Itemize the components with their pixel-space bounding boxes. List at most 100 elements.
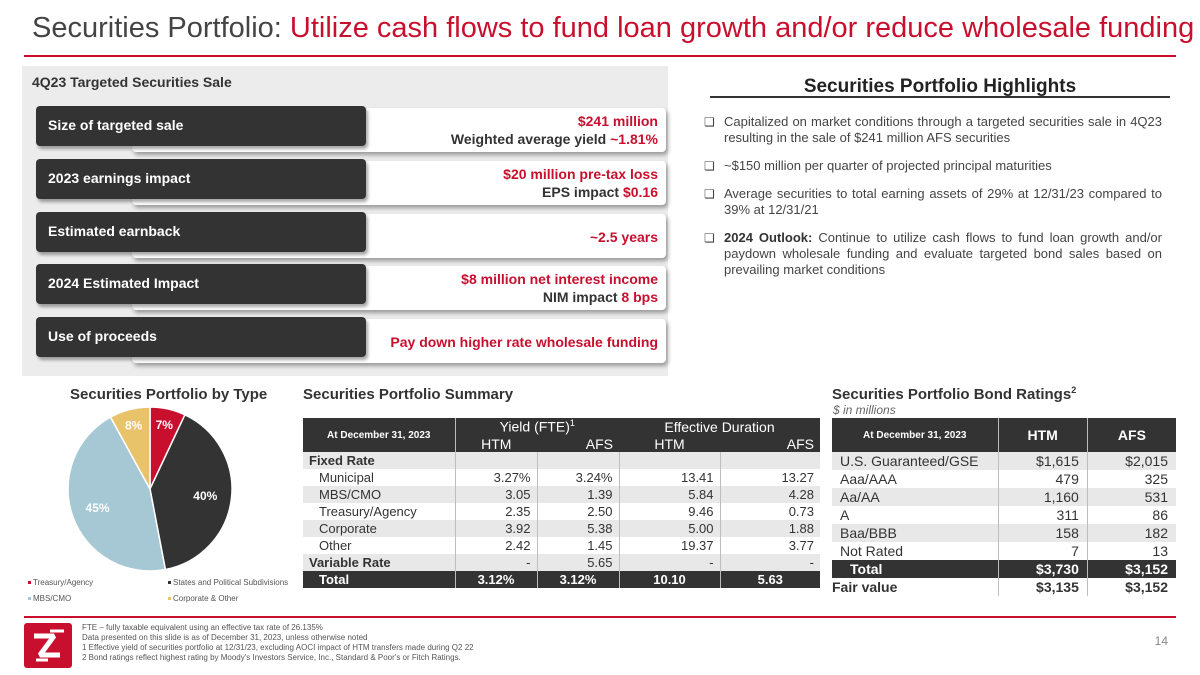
- title-main: Securities Portfolio:: [32, 12, 290, 44]
- ratings-col-header: AFS: [1087, 418, 1176, 452]
- summary-cell: 3.27%: [455, 469, 538, 486]
- legend-label: Treasury/Agency: [33, 578, 94, 587]
- highlight-text: Continue to utilize cash flows to fund l…: [724, 230, 1162, 277]
- yield-group-label: Yield (FTE): [499, 418, 570, 435]
- ratings-cell: $3,152: [1087, 578, 1176, 596]
- ratings-cell: 13: [1152, 543, 1168, 559]
- summary-cell: [455, 452, 538, 469]
- sale-value-line1: ~2.5 years: [590, 228, 658, 246]
- sale-label-pill: 2023 earnings impact: [36, 159, 366, 199]
- ratings-cell: 182: [1087, 524, 1176, 542]
- company-logo: [24, 623, 72, 668]
- ratings-row-label: Aaa/AAA: [832, 470, 999, 488]
- legend-swatch: [28, 597, 31, 601]
- summary-cell: 13.41: [619, 469, 721, 486]
- ratings-row-label: Baa/BBB: [832, 524, 999, 542]
- summary-cell: 13.27: [781, 470, 814, 485]
- summary-cell: 0.73: [788, 504, 814, 519]
- ratings-cell: $1,615: [998, 452, 1088, 470]
- ratings-row-label: Total: [832, 560, 999, 578]
- pie-chart-title: Securities Portfolio by Type: [70, 386, 268, 403]
- summary-cell: 3.12%: [455, 571, 538, 588]
- summary-title: Securities Portfolio Summary: [303, 386, 514, 403]
- footer-rule: [24, 616, 1176, 618]
- pie-slice-label: 45%: [86, 501, 110, 515]
- summary-row: MBS/CMO 3.05 1.39 5.84 4.28: [303, 486, 820, 503]
- page-number: 14: [1154, 634, 1168, 648]
- highlight-item: ❏ Capitalized on market conditions throug…: [704, 114, 1162, 146]
- summary-row: Other 2.42 1.45 19.37 3.77: [303, 537, 820, 554]
- ratings-row: Total $3,730 $3,152: [832, 560, 1176, 578]
- ratings-cell: 325: [1144, 471, 1168, 487]
- sale-value-metric: 8 bps: [621, 289, 658, 305]
- sale-value-line1: $20 million pre-tax loss: [503, 165, 658, 183]
- sale-value-line1: Pay down higher rate wholesale funding: [390, 333, 658, 351]
- summary-cell: 10.10: [619, 571, 721, 588]
- ratings-table: At December 31, 2023 HTM AFS U.S. Guarantee…: [832, 418, 1176, 596]
- sale-value-line2: Weighted average yield ~1.81%: [451, 130, 658, 148]
- summary-row-label: Corporate: [303, 520, 456, 537]
- ratings-cell: 86: [1152, 507, 1168, 523]
- slide-title: Securities Portfolio: Utilize cash flows…: [32, 12, 1194, 45]
- checkbox-bullet-icon: ❏: [704, 231, 715, 245]
- summary-cell: 9.46: [619, 503, 721, 520]
- summary-cell: 5.65: [537, 554, 620, 571]
- ratings-title: Securities Portfolio Bond Ratings2: [832, 385, 1076, 403]
- sale-row: Use of proceeds Pay down higher rate whol…: [36, 317, 670, 363]
- summary-row-label: Other: [303, 537, 456, 554]
- legend-item: Treasury/Agency: [28, 578, 93, 587]
- summary-cell: 3.24%: [537, 469, 620, 486]
- sale-value-line1: $241 million: [451, 112, 658, 130]
- summary-cell: [537, 452, 620, 469]
- summary-cell: 5.00: [619, 520, 721, 537]
- summary-cell: [720, 452, 820, 469]
- summary-row-label: Variable Rate: [303, 554, 456, 571]
- checkbox-bullet-icon: ❏: [704, 115, 715, 129]
- sale-value-line2: NIM impact 8 bps: [461, 288, 658, 306]
- legend-label: MBS/CMO: [33, 594, 72, 603]
- summary-row-label: Fixed Rate: [303, 452, 456, 469]
- footnote: FTE – fully taxable equivalent using an …: [82, 623, 323, 632]
- targeted-sale-panel: 4Q23 Targeted Securities Sale Size of ta…: [22, 66, 668, 376]
- summary-cell: -: [720, 554, 820, 571]
- pie-slice: [109, 406, 151, 490]
- ratings-row-label: U.S. Guaranteed/GSE: [832, 452, 999, 470]
- footnote: 1 Effective yield of securities portfoli…: [82, 643, 474, 652]
- ratings-row: Fair value $3,135 $3,152: [832, 578, 1176, 596]
- legend-swatch: [168, 597, 171, 601]
- ratings-title-sup: 2: [1071, 385, 1077, 395]
- summary-cell: 1.88: [720, 520, 820, 537]
- summary-subheader: HTM: [619, 435, 721, 452]
- highlight-lead: 2024 Outlook:: [724, 230, 819, 245]
- summary-row: Total 3.12% 3.12% 10.10 5.63: [303, 571, 820, 588]
- summary-subheader: AFS: [537, 435, 619, 452]
- pie-slice: [149, 413, 233, 571]
- summary-cell: 2.50: [537, 503, 620, 520]
- sale-label-pill: 2024 Estimated Impact: [36, 264, 366, 304]
- ratings-row: Baa/BBB 158 182: [832, 524, 1176, 542]
- summary-cell: 5.84: [619, 486, 721, 503]
- summary-cell: 1.45: [537, 537, 620, 554]
- summary-row-label: MBS/CMO: [303, 486, 456, 503]
- pie-slice-label: 7%: [156, 418, 174, 432]
- ratings-row-label: Aa/AA: [832, 488, 999, 506]
- summary-cell: 3.92: [455, 520, 538, 537]
- sale-value-line1: $8 million net interest income: [461, 270, 658, 288]
- ratings-cell: $3,135: [998, 578, 1088, 596]
- highlight-item: ❏ 2024 Outlook: Continue to utilize cash …: [704, 230, 1162, 278]
- highlight-text: ~$150 million per quarter of projected p…: [724, 158, 1052, 173]
- legend-label: States and Political Subdivisions: [173, 578, 289, 587]
- checkbox-bullet-icon: ❏: [704, 187, 715, 201]
- pie-slice-label: 8%: [125, 418, 143, 432]
- sale-row: 2023 earnings impact $20 million pre-tax …: [36, 159, 670, 205]
- footnote: Data presented on this slide is as of De…: [82, 633, 368, 642]
- ratings-row-label: Not Rated: [832, 542, 999, 560]
- summary-cell: 2.35: [455, 503, 538, 520]
- sale-value: $20 million pre-tax loss EPS impact $0.16: [503, 165, 658, 201]
- summary-cell: 19.37: [619, 537, 721, 554]
- ratings-row-label: Fair value: [832, 578, 999, 596]
- sale-row: 2024 Estimated Impact $8 million net inte…: [36, 264, 670, 310]
- summary-row-label: Total: [303, 571, 456, 588]
- summary-row: Fixed Rate: [303, 452, 820, 469]
- title-accent: Utilize cash flows to fund loan growth a…: [289, 12, 1195, 44]
